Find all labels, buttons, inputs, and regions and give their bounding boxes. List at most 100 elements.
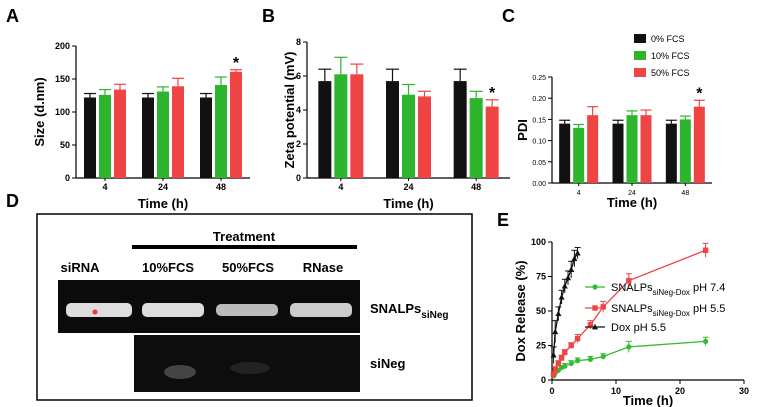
bar	[469, 98, 483, 178]
band-10fcs-row2	[164, 365, 196, 379]
lane-label-10fcs: 10%FCS	[142, 260, 194, 275]
y-tick-label: 0	[541, 375, 546, 385]
panel-letter-e: E	[497, 210, 509, 230]
y-tick-label: 100	[55, 107, 70, 117]
bar	[665, 123, 677, 183]
y-tick-label: 4	[296, 105, 301, 115]
legend-marker	[592, 323, 598, 330]
legend-label-50fcs: 50% FCS	[651, 68, 690, 78]
bar	[402, 94, 415, 178]
bar	[559, 123, 571, 183]
y-tick-label: 0.25	[532, 75, 546, 82]
data-point	[561, 282, 568, 289]
bar	[200, 97, 212, 178]
data-point	[571, 255, 578, 261]
legend-label-sub: siNeg-Dox	[653, 309, 690, 318]
line-chart-dox-release: 0 25 50 75 100 0 10 20 30 Time (h) Dox Release (%)…	[513, 237, 749, 407]
x-tick-label: 20	[675, 386, 685, 396]
data-point	[552, 366, 558, 372]
y-tick-label: 0.20	[532, 96, 546, 103]
x-tick-label: 10	[611, 386, 621, 396]
x-tick-label: 48	[471, 182, 481, 192]
data-point	[626, 344, 632, 350]
legend-marker	[592, 305, 598, 311]
bar	[157, 91, 169, 178]
bar	[485, 106, 499, 178]
y-tick-label: 0.15	[532, 117, 546, 124]
panel-letter-a: A	[6, 6, 19, 26]
data-point	[565, 274, 571, 281]
gel-frame	[36, 213, 473, 401]
bar	[640, 115, 652, 183]
y-tick-label: 0	[65, 173, 70, 183]
bar	[172, 86, 184, 178]
legend-label: SNALPssiNeg-Dox pH 5.5	[611, 303, 725, 318]
row-label-snalps-main: SNALPs	[370, 301, 421, 316]
data-point	[574, 249, 581, 256]
bar	[99, 94, 111, 178]
lane-label-sirna: siRNA	[60, 260, 100, 275]
legend-label-suffix: pH 7.4	[690, 282, 725, 294]
data-point	[568, 360, 574, 367]
bar	[350, 74, 364, 178]
data-point	[550, 351, 557, 358]
x-tick-label: 24	[158, 182, 168, 192]
data-point	[575, 358, 581, 364]
y-tick-label: 75	[536, 272, 546, 282]
legend-label-0fcs: 0% FCS	[651, 34, 685, 44]
bar	[142, 97, 154, 178]
y-tick-label: 100	[531, 237, 546, 247]
legend-label-sub: siNeg-Dox	[653, 288, 690, 297]
bar	[587, 115, 599, 183]
gel-panel: Treatment siRNA 10%FCS 50%FCS RNase SNAL…	[36, 213, 473, 401]
panel-letter-d: D	[6, 191, 19, 211]
legend-swatch-0fcs	[634, 34, 646, 43]
data-point	[587, 322, 594, 328]
data-point	[558, 294, 565, 300]
x-axis-title: Time (h)	[383, 196, 433, 211]
x-tick-label: 30	[739, 386, 749, 396]
row-label-sineg: siNeg	[370, 356, 405, 371]
y-axis-title: Zeta potential (mV)	[282, 51, 297, 168]
data-point	[555, 310, 562, 317]
band-10fcs-row1	[142, 303, 204, 317]
bar	[84, 97, 96, 178]
treatment-header: Treatment	[213, 229, 276, 244]
x-tick-label: 24	[628, 190, 636, 197]
lane-label-rnase: RNase	[303, 260, 343, 275]
row-label-snalps: SNALPssiNeg	[370, 301, 449, 321]
y-tick-label: 0.00	[532, 181, 546, 188]
row-label-snalps-sub: siNeg	[421, 310, 448, 321]
y-tick-label: 6	[296, 71, 301, 81]
legend-label-main: SNALPs	[611, 303, 653, 315]
data-point	[558, 355, 565, 361]
bar	[612, 123, 624, 183]
x-tick-label: 48	[216, 182, 226, 192]
data-point	[562, 363, 568, 369]
data-point	[555, 360, 562, 367]
legend-label: Dox pH 5.5	[611, 322, 666, 334]
legend-label-suffix: pH 5.5	[690, 303, 725, 315]
data-point	[600, 353, 606, 360]
data-point	[568, 266, 575, 272]
bar	[386, 81, 399, 178]
x-tick-label: 4	[577, 190, 581, 197]
bar	[679, 119, 691, 183]
fcs-legend: 0% FCS 10% FCS 50% FCS	[634, 34, 690, 78]
y-tick-label: 2	[296, 139, 301, 149]
y-axis-title: Dox Release (%)	[513, 260, 528, 361]
band-sirna-row1	[66, 303, 132, 317]
x-axis-title: Time (h)	[623, 393, 673, 407]
y-tick-label: 0	[296, 173, 301, 183]
legend-label-main: Dox pH 5.5	[611, 322, 666, 334]
significance-star: *	[489, 85, 496, 102]
band-50fcs-row1	[216, 304, 278, 316]
bar	[318, 81, 332, 178]
legend-label-10fcs: 10% FCS	[651, 51, 690, 61]
y-tick-label: 150	[55, 74, 70, 84]
y-tick-label: 25	[536, 341, 546, 351]
bar-chart-size: 0 50 100 150 200 4 24 48 * Time (h) Size (d.nm)	[32, 41, 250, 211]
panel-letter-b: B	[262, 6, 275, 26]
